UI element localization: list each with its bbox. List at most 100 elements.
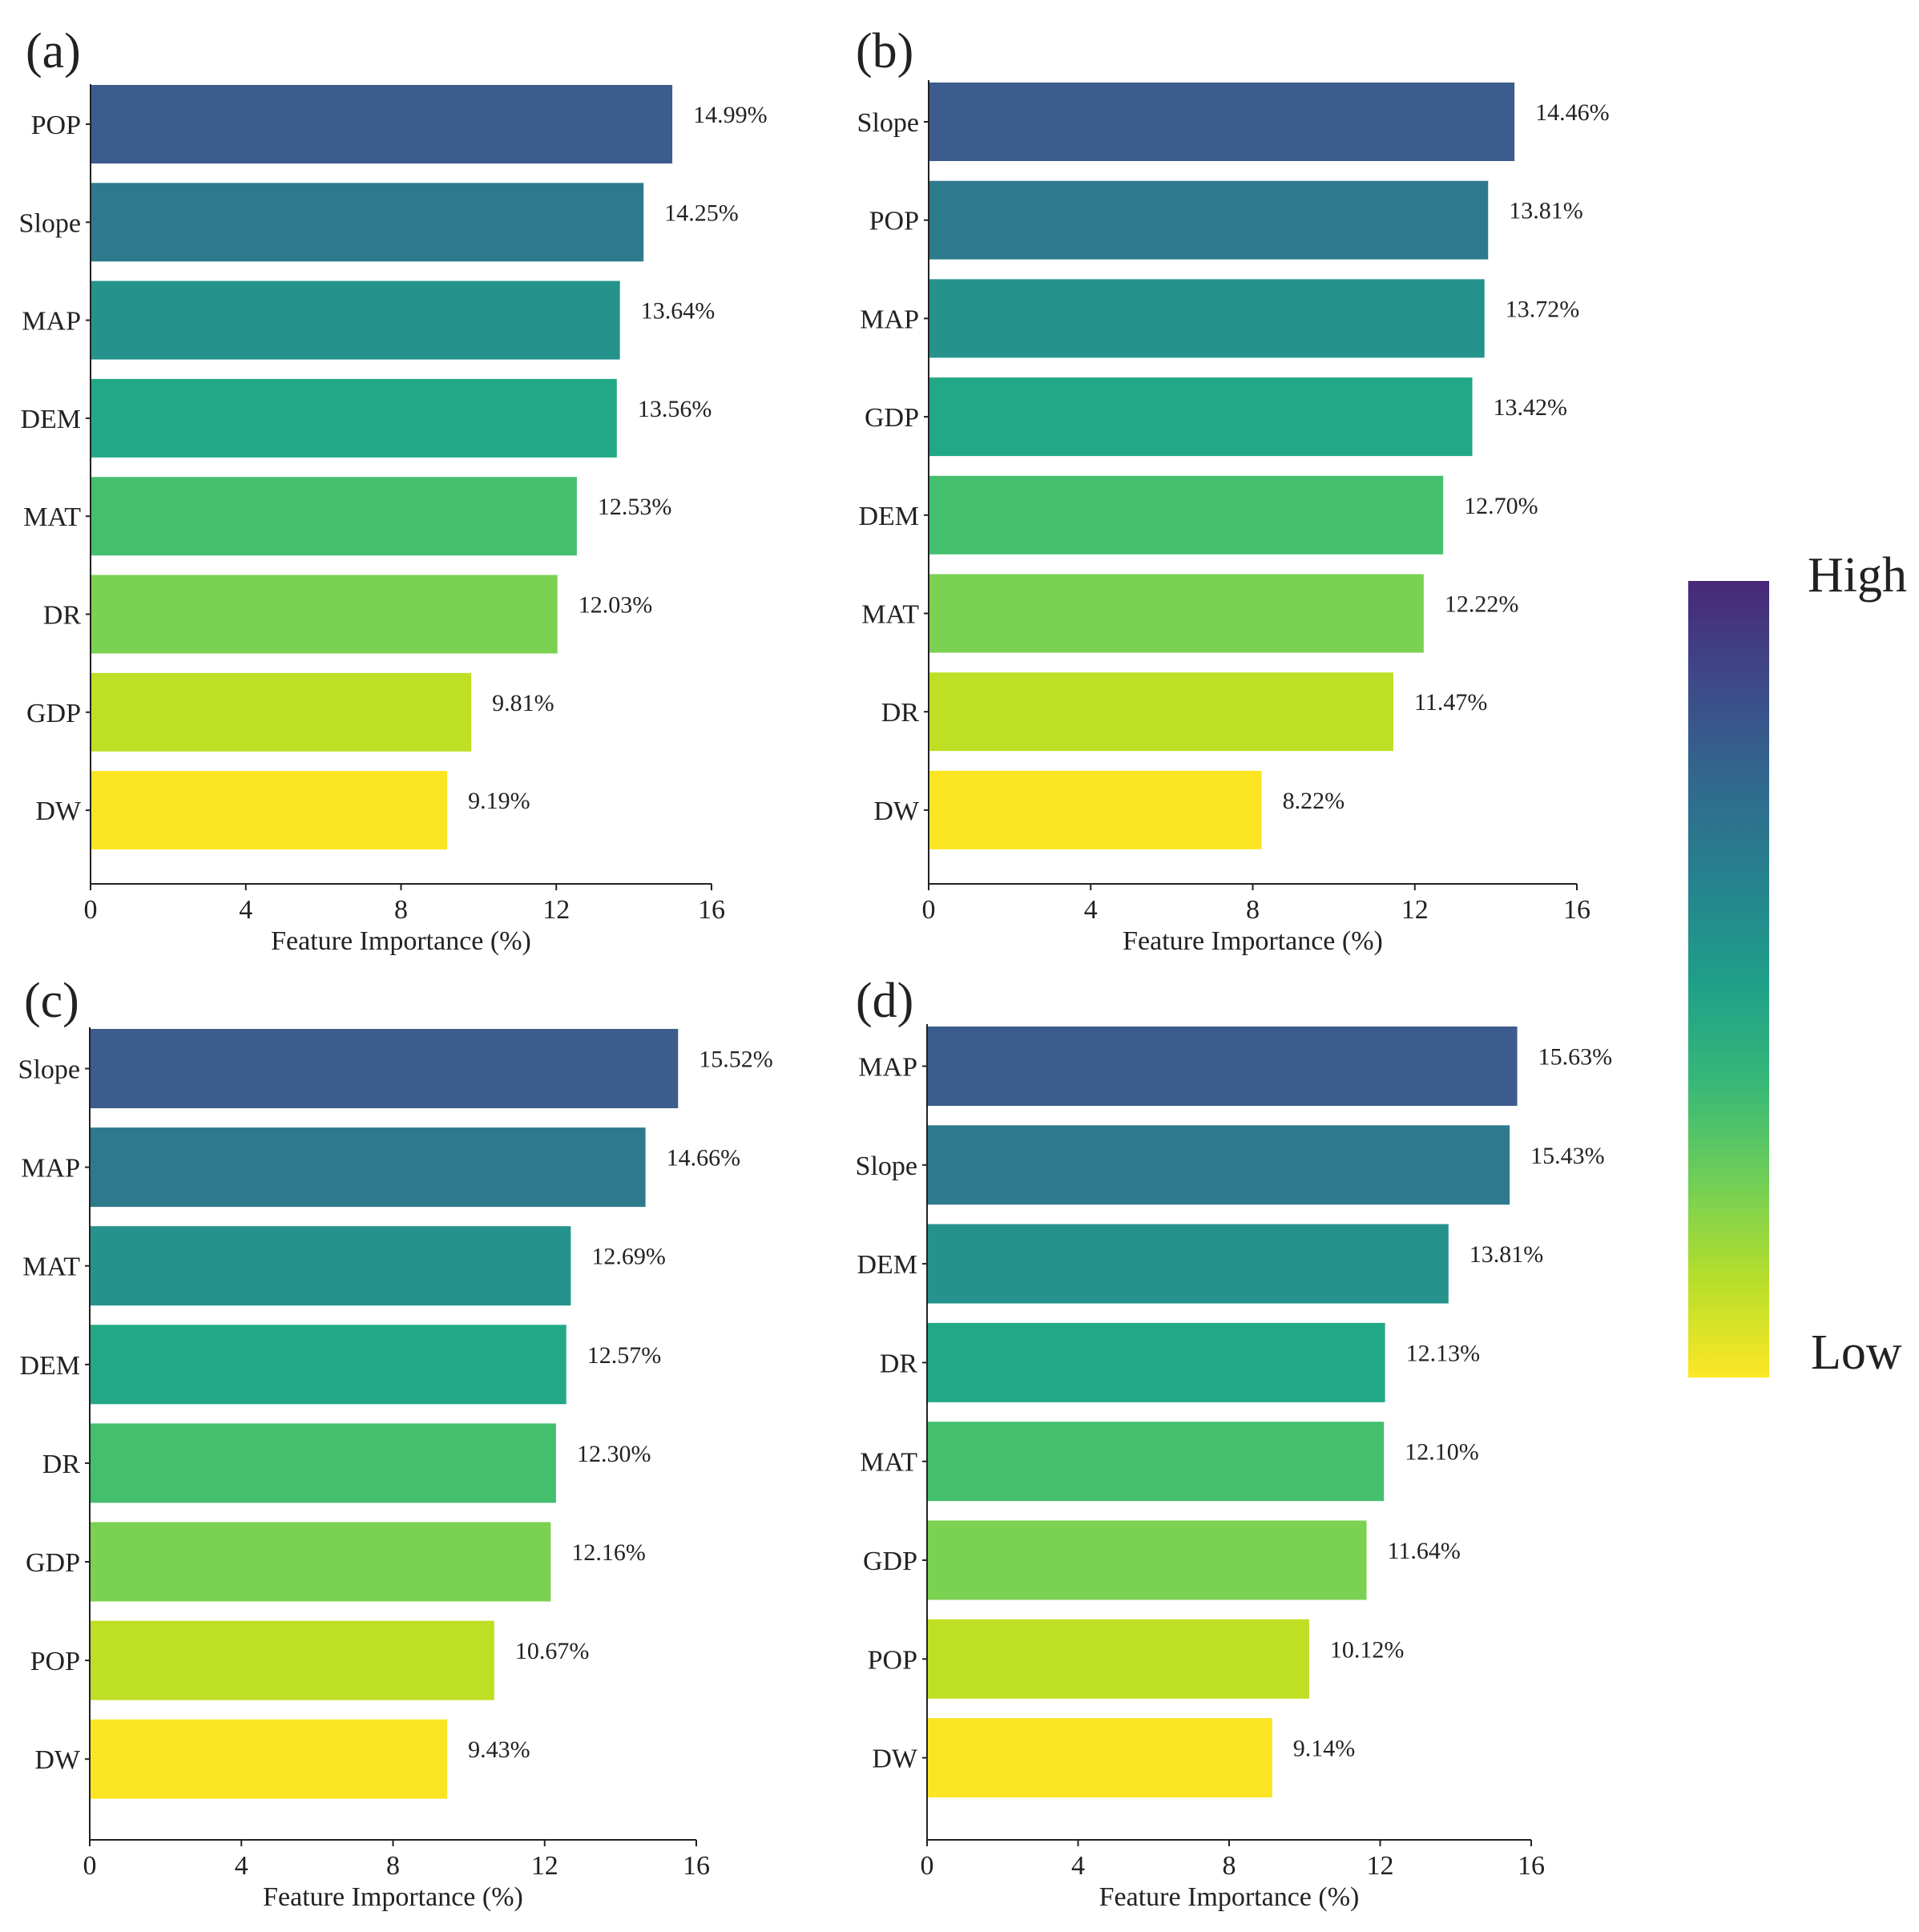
value-label: 12.57% <box>587 1342 662 1369</box>
category-label: DR <box>42 1450 81 1479</box>
bar <box>927 1520 1367 1600</box>
bar <box>927 1718 1272 1798</box>
category-label: POP <box>30 1647 80 1676</box>
x-tick-label: 12 <box>1367 1851 1394 1881</box>
category-label: MAP <box>22 307 81 337</box>
bar <box>90 1029 679 1108</box>
value-label: 8.22% <box>1283 788 1345 814</box>
panel-label: (b) <box>856 24 913 79</box>
bar <box>927 1619 1309 1699</box>
value-label: 12.30% <box>577 1441 651 1467</box>
value-label: 12.69% <box>591 1244 666 1270</box>
colorbar: High Low <box>1688 548 1907 1380</box>
category-label: DW <box>35 797 82 826</box>
category-label: Slope <box>18 1055 80 1085</box>
category-label: MAP <box>860 305 919 334</box>
x-axis-title: Feature Importance (%) <box>1123 926 1383 956</box>
category-label: POP <box>868 1645 917 1675</box>
bar <box>927 1125 1510 1205</box>
panel-label: (a) <box>26 24 81 79</box>
bar <box>90 1127 646 1208</box>
value-label: 10.67% <box>515 1638 590 1664</box>
category-label: DEM <box>20 405 81 434</box>
bar <box>91 575 558 654</box>
bar <box>90 1226 571 1306</box>
category-label: DR <box>880 1349 918 1378</box>
colorbar-gradient <box>1688 581 1769 1377</box>
bar <box>929 83 1515 161</box>
value-label: 12.03% <box>579 592 653 619</box>
x-tick-label: 0 <box>922 895 936 925</box>
x-tick-label: 8 <box>1223 1851 1236 1881</box>
chart-panel-b: (b) Slope 14.46% POP 13.81% MAP 13.72% GDP 13.42… <box>856 24 1610 956</box>
value-label: 12.22% <box>1445 591 1519 618</box>
x-axis-title: Feature Importance (%) <box>1099 1882 1360 1912</box>
panel-label: (d) <box>856 974 913 1028</box>
value-label: 14.46% <box>1535 99 1610 126</box>
bar <box>927 1027 1518 1106</box>
x-tick-label: 8 <box>1246 895 1260 925</box>
value-label: 15.43% <box>1530 1143 1605 1169</box>
value-label: 12.70% <box>1464 493 1538 519</box>
category-label: DEM <box>857 1250 917 1280</box>
bar <box>90 1719 448 1799</box>
category-label: POP <box>31 111 81 140</box>
value-label: 14.25% <box>664 200 739 226</box>
value-label: 15.52% <box>699 1047 773 1073</box>
bar <box>90 1423 556 1503</box>
value-label: 13.42% <box>1494 394 1568 421</box>
x-tick-label: 8 <box>394 895 408 925</box>
category-label: GDP <box>26 699 81 728</box>
bar <box>91 672 472 752</box>
bar <box>91 477 577 556</box>
x-tick-label: 0 <box>83 1851 97 1881</box>
value-label: 10.12% <box>1330 1636 1405 1663</box>
category-label: MAT <box>861 600 919 630</box>
x-tick-label: 8 <box>386 1851 400 1881</box>
category-label: DEM <box>858 502 919 531</box>
category-label: DEM <box>19 1351 80 1381</box>
value-label: 12.16% <box>571 1539 646 1566</box>
value-label: 15.63% <box>1538 1044 1613 1071</box>
bar <box>929 475 1444 555</box>
chart-panel-d: (d) MAP 15.63% Slope 15.43% DEM 13.81% DR 12.13%… <box>856 974 1613 1912</box>
bar <box>91 771 448 850</box>
bar <box>929 574 1424 653</box>
panel-label: (c) <box>24 974 79 1028</box>
value-label: 12.10% <box>1405 1439 1479 1466</box>
colorbar-high-label: High <box>1808 548 1907 603</box>
bar <box>929 279 1485 358</box>
chart-panel-c: (c) Slope 15.52% MAP 14.66% MAT 12.69% DEM 12.57… <box>18 974 773 1912</box>
category-label: DW <box>873 797 920 826</box>
category-label: GDP <box>26 1548 80 1578</box>
x-tick-label: 4 <box>1084 895 1098 925</box>
value-label: 9.14% <box>1293 1736 1356 1762</box>
bar <box>90 1522 551 1602</box>
category-label: DR <box>881 698 920 728</box>
bar <box>91 183 644 262</box>
value-label: 11.47% <box>1414 689 1487 716</box>
value-label: 11.64% <box>1388 1538 1461 1564</box>
x-tick-label: 12 <box>542 895 570 925</box>
category-label: DW <box>34 1745 81 1775</box>
x-axis-title: Feature Importance (%) <box>271 926 531 956</box>
bar <box>927 1322 1385 1402</box>
value-label: 9.81% <box>492 690 554 716</box>
value-label: 13.56% <box>638 396 712 422</box>
category-label: POP <box>869 207 919 236</box>
category-label: Slope <box>856 1152 917 1181</box>
bar <box>90 1325 566 1405</box>
category-label: GDP <box>865 403 919 433</box>
value-label: 12.53% <box>598 494 672 520</box>
value-label: 9.19% <box>468 788 530 814</box>
bar <box>927 1224 1449 1304</box>
x-tick-label: 12 <box>531 1851 558 1881</box>
value-label: 13.81% <box>1469 1241 1544 1268</box>
x-tick-label: 0 <box>84 895 98 925</box>
x-tick-label: 12 <box>1401 895 1429 925</box>
x-tick-label: 16 <box>683 1851 710 1881</box>
value-label: 14.66% <box>667 1145 741 1172</box>
value-label: 12.13% <box>1406 1340 1481 1366</box>
category-label: MAT <box>860 1448 917 1478</box>
